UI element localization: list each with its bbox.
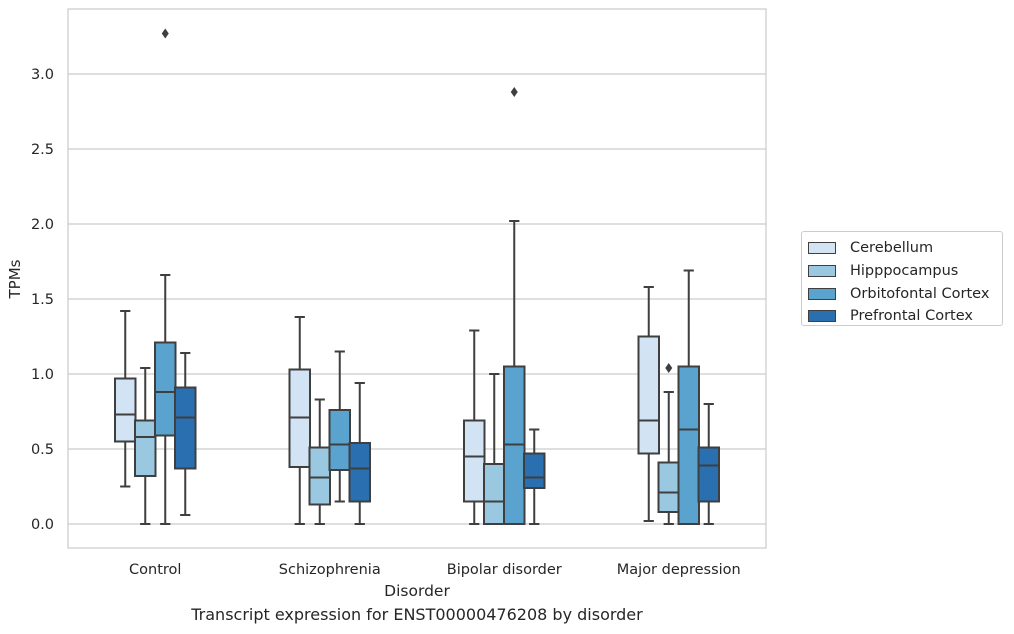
x-tick-label: Schizophrenia [279,562,381,578]
box-iqr [134,419,157,477]
box-cerebellum [463,329,486,525]
box-iqr [308,446,331,506]
legend-swatch-prefrontal [808,310,836,323]
outlier-point [510,87,518,97]
box-prefrontal-cortex [523,428,546,525]
box-iqr [523,452,546,489]
box-iqr [174,386,197,470]
y-tick-label: 1.0 [31,367,54,383]
y-tick-label: 0.5 [31,442,54,458]
plot-area [67,8,767,549]
y-tick-label: 3.0 [31,67,54,83]
box-prefrontal-cortex [174,352,197,516]
box-hipppocampus [308,398,331,525]
outlier-point [161,28,169,39]
legend-label: Prefrontal Cortex [850,308,973,325]
box-iqr [677,365,700,525]
outlier-point [665,363,673,373]
gridlines [68,73,766,525]
box-iqr [114,377,137,443]
x-tick-label: Control [129,562,181,578]
box-iqr [348,442,371,503]
box-orbitofontal-cortex [503,87,526,525]
box-cerebellum [114,310,137,488]
legend-swatch-cerebellum [808,242,836,255]
y-tick-label: 2.0 [31,217,54,233]
box-hipppocampus [657,363,680,525]
box-orbitofontal-cortex [154,28,177,525]
x-tick-label: Major depression [617,562,741,578]
chart-caption: Transcript expression for ENST0000047620… [191,605,643,624]
y-axis-label: TPMs [6,259,24,299]
y-axis-ticks: 0.0 0.5 1.0 1.5 2.0 2.5 3.0 [31,67,54,533]
legend-label: Orbitofontal Cortex [850,285,990,302]
box-iqr [483,463,506,525]
legend-item-cerebellum: Cerebellum [808,237,1002,260]
box-iqr [637,335,660,455]
x-axis-label: Disorder [384,582,450,600]
box-prefrontal-cortex [697,403,720,525]
box-prefrontal-cortex [348,382,371,525]
legend-swatch-orbitofrontal [808,287,836,300]
x-axis-ticks: Control Schizophrenia Bipolar disorder Majo… [129,562,741,578]
x-tick-label: Bipolar disorder [447,562,562,578]
box-orbitofontal-cortex [677,269,700,525]
y-tick-label: 1.5 [31,292,54,308]
box-iqr [154,341,177,437]
legend-label: Cerebellum [850,240,934,257]
legend-item-hippocampus: Hipppocampus [808,260,1002,283]
box-iqr [697,446,720,503]
box-iqr [657,461,680,513]
box-series [114,28,720,525]
box-hipppocampus [134,367,157,525]
y-tick-label: 0.0 [31,517,54,533]
box-cerebellum [637,286,660,522]
box-orbitofontal-cortex [328,350,351,503]
box-iqr [328,409,351,471]
legend-item-prefrontal: Prefrontal Cortex [808,305,1002,328]
legend-item-orbitofrontal: Orbitofontal Cortex [808,282,1002,305]
legend-label: Hipppocampus [850,263,959,280]
legend: Cerebellum Hipppocampus Orbitofontal Cor… [801,231,1003,326]
box-cerebellum [288,316,311,525]
y-tick-label: 2.5 [31,142,54,158]
box-iqr [463,419,486,503]
legend-swatch-hippocampus [808,265,836,278]
